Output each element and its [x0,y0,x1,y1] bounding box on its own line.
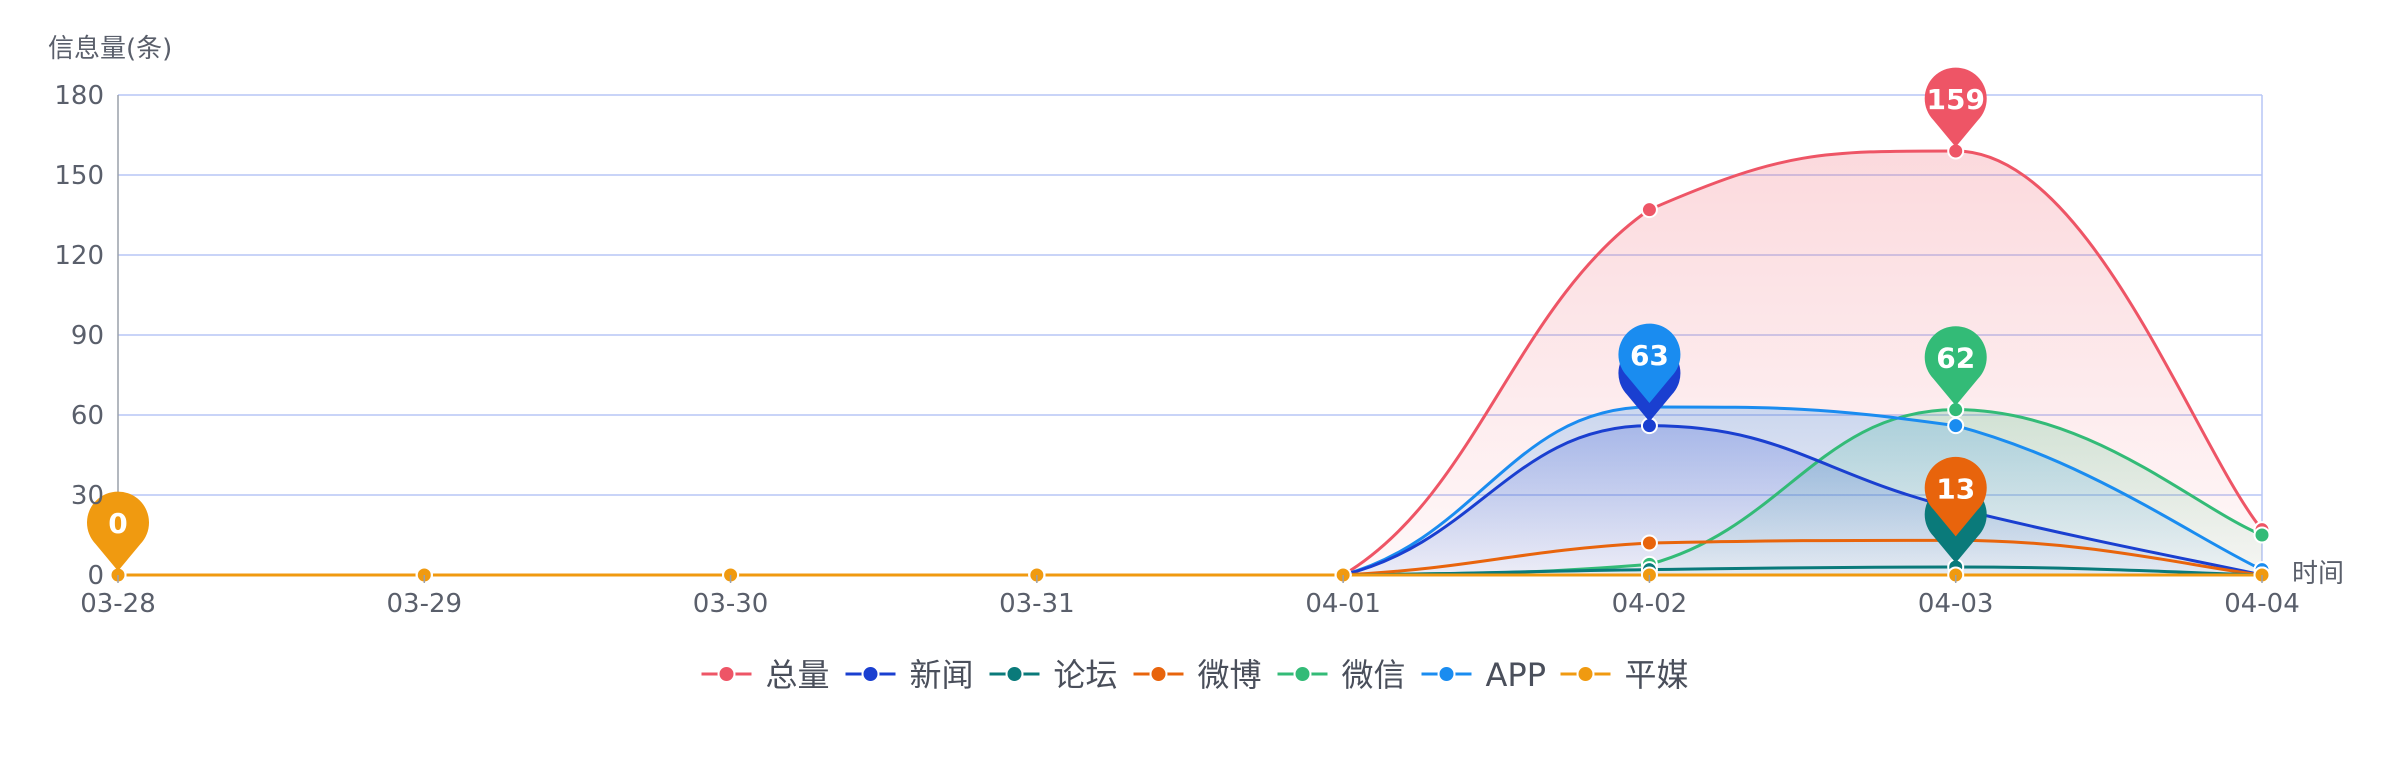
marker-series-6-03-28: 0 [86,491,149,571]
marker-label-series-6: 0 [108,507,127,540]
value-markers: 63 62 159 13 0 [86,67,1987,571]
marker-series-0-04-03: 159 [1924,67,1987,147]
marker-label-series-4: 62 [1936,342,1975,375]
marker-pin-series-4 [1924,326,1987,406]
y-tick-label-150: 150 [54,161,104,191]
legend-swatch-dot-series-0 [717,665,736,683]
legend-item-series-1: 新闻 [845,656,974,694]
y-tick-label-0: 0 [87,561,104,591]
marker-pin-app [1618,323,1681,403]
x-axis-ticks: 03-28 03-29 03-30 03-31 04-01 04-02 04-03 04-04 [80,575,2300,619]
legend-label-series-2: 论坛 [1054,656,1118,694]
x-tick-label-03-30: 03-30 [693,589,769,619]
legend: 总量 新闻 论坛 微博 微信 APP 平媒 [701,656,1689,694]
legend-item-series-3: 微博 [1133,656,1262,694]
point-series-3-04-02 [1640,534,1658,552]
point-app-04-03 [1947,417,1965,435]
legend-swatch-dot-series-4 [1293,665,1312,683]
legend-item-series-0: 总量 [701,656,830,694]
legend-label-series-0: 总量 [766,656,830,694]
legend-swatch-dot-series-3 [1149,665,1168,683]
legend-item-series-6: 平媒 [1560,656,1689,694]
x-tick-label-04-03: 04-03 [1918,589,1994,619]
series-areas [118,151,2262,575]
legend-swatch-dot-series-2 [1005,665,1024,683]
x-axis-title: 时间 [2292,559,2344,589]
legend-label-series-6: 平媒 [1625,656,1689,694]
series-lines [118,149,2264,577]
y-axis-title: 信息量(条) [48,34,172,64]
legend-label-app: APP [1486,656,1546,694]
x-tick-label-03-29: 03-29 [387,589,463,619]
legend-swatch-dot-app [1437,665,1456,683]
marker-label-series-0: 159 [1926,83,1984,116]
marker-pin-series-6 [86,491,149,571]
x-tick-label-04-01: 04-01 [1305,589,1381,619]
marker-label-app: 63 [1630,339,1669,372]
x-tick-label-03-31: 03-31 [999,589,1075,619]
legend-item-series-2: 论坛 [989,656,1118,694]
legend-label-series-4: 微信 [1342,656,1406,694]
marker-pin-series-0 [1924,67,1987,147]
x-tick-label-04-02: 04-02 [1612,589,1688,619]
y-tick-label-120: 120 [54,241,104,271]
marker-series-4-04-03: 62 [1924,326,1987,406]
point-series-0-04-02 [1640,201,1658,219]
point-series-4-04-04 [2253,526,2271,544]
marker-label-series-3: 13 [1936,472,1975,505]
y-tick-label-90: 90 [71,321,104,351]
legend-item-series-4: 微信 [1277,656,1406,694]
x-tick-label-04-04: 04-04 [2224,589,2300,619]
y-tick-label-60: 60 [71,401,104,431]
legend-item-app: APP [1421,656,1546,694]
marker-app-04-02: 63 [1618,323,1681,403]
legend-swatch-dot-series-1 [861,665,880,683]
legend-label-series-3: 微博 [1198,656,1262,694]
legend-label-series-1: 新闻 [910,656,974,694]
marker-pin-series-3 [1924,456,1987,537]
y-axis-ticks: 0 30 60 90 120 150 180 [54,81,104,591]
y-tick-label-30: 30 [71,481,104,511]
area-series-1 [118,425,2262,575]
x-tick-label-03-28: 03-28 [80,589,156,619]
y-tick-label-180: 180 [54,81,104,111]
legend-swatch-dot-series-6 [1576,665,1595,683]
marker-series-3-04-03: 13 [1924,456,1987,537]
